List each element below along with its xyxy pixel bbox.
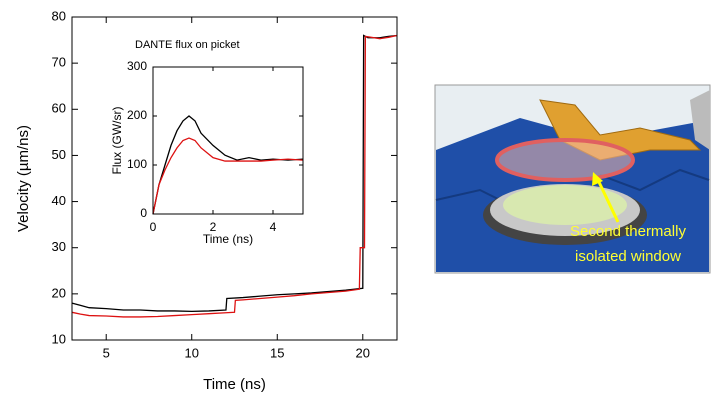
y-tick-label: 100: [127, 157, 147, 171]
x-tick-label: 20: [356, 345, 370, 360]
y-tick-label: 40: [52, 193, 66, 208]
x-tick-label: 4: [270, 220, 277, 234]
second-window: [497, 140, 633, 180]
x-tick-label: 5: [103, 345, 110, 360]
figure: 51015201020304050607080Time (ns)Velocity…: [0, 0, 720, 403]
y-tick-label: 50: [52, 147, 66, 162]
y-tick-label: 20: [52, 285, 66, 300]
y-tick-label: 10: [52, 331, 66, 346]
y-tick-label: 30: [52, 239, 66, 254]
x-tick-label: 10: [185, 345, 199, 360]
x-axis-label: Time (ns): [203, 376, 266, 393]
y-tick-label: 300: [127, 59, 147, 73]
y-axis-label: Velocity (µm/ns): [15, 125, 32, 232]
x-tick-label: 15: [270, 345, 284, 360]
annotation-line: isolated window: [575, 248, 681, 265]
chart-title: DANTE flux on picket: [135, 39, 240, 51]
y-axis-label: Flux (GW/sr): [110, 107, 124, 175]
y-tick-label: 80: [52, 8, 66, 23]
x-tick-label: 0: [150, 220, 157, 234]
plot-area: [153, 67, 303, 214]
y-tick-label: 60: [52, 101, 66, 116]
y-tick-label: 0: [140, 206, 147, 220]
illustration: Second thermally isolated window: [435, 85, 710, 273]
y-tick-label: 70: [52, 55, 66, 70]
x-axis-label: Time (ns): [203, 232, 253, 246]
y-tick-label: 200: [127, 108, 147, 122]
annotation-line: Second thermally: [570, 223, 686, 240]
